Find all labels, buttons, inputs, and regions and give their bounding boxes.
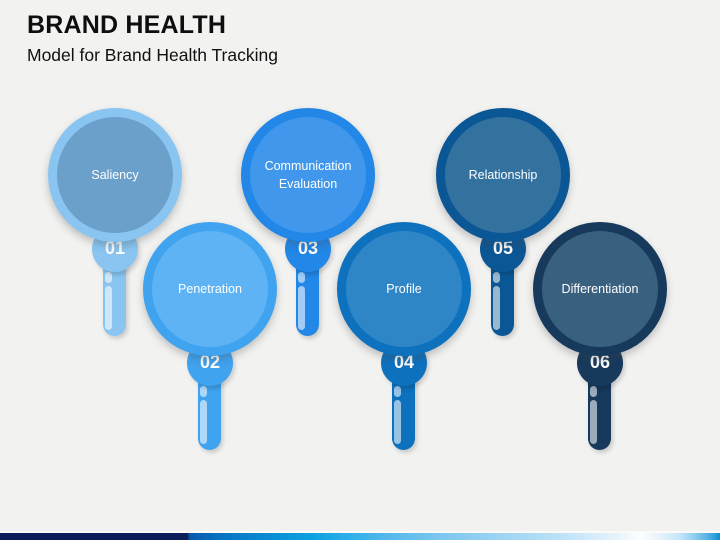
magnifier-item-differentiation: 06 Differentiation [533, 222, 667, 454]
magnifier-item-penetration: 02 Penetration [143, 222, 277, 454]
step-number: 02 [199, 352, 221, 372]
lens-ring: Communication Evaluation [241, 108, 375, 242]
page-title: BRAND HEALTH [27, 11, 227, 39]
handle-shine-bar [493, 286, 500, 330]
handle-shine-bar [200, 400, 207, 444]
magnifier-item-profile: 04 Profile [337, 222, 471, 454]
step-number: 03 [297, 238, 319, 258]
handle-shine-bar [394, 400, 401, 444]
step-number: 04 [393, 352, 415, 372]
handle-shine-dot [394, 386, 401, 397]
handle-shine-bar [298, 286, 305, 330]
footer-accent-bar [0, 533, 720, 540]
step-label: Relationship [468, 167, 538, 182]
footer-divider [0, 531, 720, 533]
lens-fill: Profile [346, 231, 462, 347]
page-subtitle: Model for Brand Health Tracking [27, 45, 278, 65]
lens-fill: Penetration [152, 231, 268, 347]
step-number: 06 [589, 352, 611, 372]
lens-ring: Differentiation [533, 222, 667, 356]
lens-fill: Saliency [57, 117, 173, 233]
step-label: Communication Evaluation [264, 158, 352, 191]
step-label: Differentiation [561, 281, 639, 296]
handle-shine-bar [590, 400, 597, 444]
step-number: 01 [104, 238, 126, 258]
step-label: Profile [386, 281, 422, 296]
lens-fill: Differentiation [542, 231, 658, 347]
magnifier-item-saliency: 01 Saliency [48, 108, 182, 340]
handle-shine-dot [590, 386, 597, 397]
lens-ring: Penetration [143, 222, 277, 356]
step-label: Penetration [178, 281, 242, 296]
step-number: 05 [492, 238, 514, 258]
lens-fill: Relationship [445, 117, 561, 233]
lens-ring: Relationship [436, 108, 570, 242]
step-label: Saliency [91, 167, 139, 182]
lens-ring: Saliency [48, 108, 182, 242]
magnifier-item-communication-evaluation: 03 Communication Evaluation [241, 108, 375, 340]
magnifier-item-relationship: 05 Relationship [436, 108, 570, 340]
handle-shine-dot [200, 386, 207, 397]
handle-shine-dot [493, 272, 500, 283]
handle-shine-bar [105, 286, 112, 330]
lens-ring: Profile [337, 222, 471, 356]
lens-fill: Communication Evaluation [250, 117, 366, 233]
handle-shine-dot [298, 272, 305, 283]
handle-shine-dot [105, 272, 112, 283]
